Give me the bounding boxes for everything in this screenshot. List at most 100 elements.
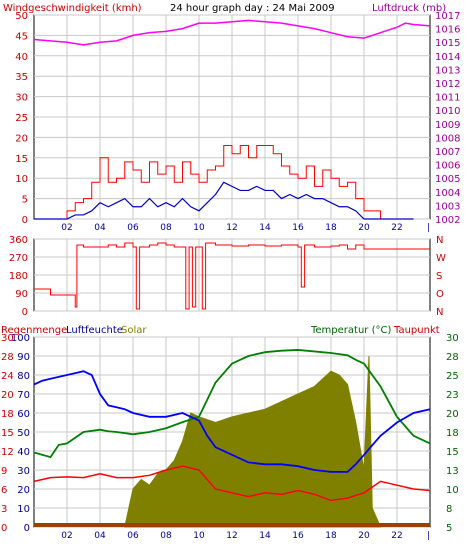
rain-tick-label: 18 [1, 409, 14, 420]
x-tick-label: 02 [61, 223, 72, 233]
direction-tick-label: 90 [15, 289, 28, 300]
x-tick-label: 12 [226, 531, 237, 541]
x-tick-label: 20 [358, 223, 370, 233]
temperature-tick-label: 23 [446, 390, 459, 401]
direction-tick-label: 180 [9, 271, 28, 282]
legend-dewpoint: Taupunkt [393, 325, 440, 336]
temperature-tick-label: 25 [446, 371, 459, 382]
temperature-line [33, 349, 431, 459]
x-tick-label: 20 [358, 531, 370, 541]
humidity-tick-label: 60 [17, 409, 30, 420]
pressure-tick-label: 1004 [435, 188, 460, 199]
x-tick-label: 14 [259, 223, 271, 233]
x-tick-label: 16 [292, 223, 304, 233]
pressure-line [33, 19, 431, 46]
pressure-tick-label: 1011 [435, 93, 460, 104]
temperature-tick-label: 5 [446, 523, 452, 534]
x-tick-end: | [427, 223, 430, 233]
wind-gust-line [34, 145, 414, 220]
pressure-tick-label: 1012 [435, 79, 460, 90]
legend-humidity: Luftfeuchte [66, 325, 123, 336]
direction-grid [34, 238, 430, 312]
compass-tick-label: N [436, 235, 443, 246]
temperature-tick-label: 28 [446, 352, 459, 363]
pressure-tick-label: 1007 [435, 147, 460, 158]
day-label: 24 hour graph day : 24 Mai 2009 [170, 3, 335, 14]
wind-direction-line [34, 242, 430, 310]
wind-tick-label: 35 [15, 72, 28, 83]
pressure-tick-label: 1010 [435, 106, 460, 117]
legend-temperature: Temperatur (°C) [310, 325, 391, 336]
temperature-tick-label: 10 [446, 485, 459, 496]
x-tick-label: 18 [325, 223, 337, 233]
rain-tick-label: 6 [1, 485, 7, 496]
legend-rain: Regenmenge [1, 325, 67, 336]
x-tick-label: 04 [94, 223, 106, 233]
wind-tick-label: 30 [15, 93, 28, 104]
rain-bar [34, 523, 430, 527]
temperature-tick-label: 30 [446, 333, 459, 344]
wind-tick-label: 15 [15, 154, 28, 165]
x-tick-label: 18 [325, 531, 337, 541]
x-tick-label: 16 [292, 531, 304, 541]
wind-tick-label: 0 [22, 215, 28, 226]
wind-average-line [34, 181, 414, 220]
rain-tick-label: 20 [1, 390, 14, 401]
wind-grid [34, 14, 430, 220]
humidity-tick-label: 70 [17, 390, 30, 401]
compass-tick-label: W [436, 253, 446, 264]
rain-tick-label: 15 [1, 428, 14, 439]
temperature-tick-label: 18 [446, 428, 459, 439]
wind-tick-label: 45 [15, 31, 28, 42]
temperature-tick-label: 20 [446, 409, 459, 420]
wind-tick-label: 40 [15, 52, 28, 63]
rain-tick-label: 30 [1, 333, 14, 344]
compass-tick-label: O [436, 289, 444, 300]
axis-labels: 02 04 06 08 10 12 14 16 18 20 22 |02 04 06 08 10 12 14 16 1… [1, 11, 460, 541]
temperature-tick-label: 8 [446, 504, 452, 515]
x-tick-end: | [427, 531, 430, 541]
pressure-tick-label: 1014 [435, 52, 460, 63]
compass-tick-label: S [436, 271, 442, 282]
x-tick-label: 22 [391, 223, 402, 233]
x-tick-label: 04 [94, 531, 106, 541]
rain-tick-label: 9 [1, 466, 7, 477]
humidity-tick-label: 40 [17, 447, 30, 458]
pressure-tick-label: 1006 [435, 161, 460, 172]
rain-tick-label: 28 [1, 352, 14, 363]
pressure-tick-label: 1013 [435, 65, 460, 76]
temperature-tick-label: 15 [446, 447, 459, 458]
wind-speed-label: Windgeschwindigkeit (kmh) [3, 3, 142, 14]
direction-tick-label: 0 [22, 307, 28, 318]
x-tick-label: 06 [127, 531, 139, 541]
humidity-series-group [33, 349, 431, 528]
x-tick-label: 14 [259, 531, 271, 541]
pressure-tick-label: 1009 [435, 120, 460, 131]
compass-tick-label: N [436, 307, 443, 318]
x-tick-label: 10 [193, 531, 205, 541]
wind-tick-label: 50 [15, 11, 28, 22]
humidity-tick-label: 90 [17, 352, 30, 363]
direction-tick-label: 270 [9, 253, 28, 264]
x-tick-label: 02 [61, 531, 72, 541]
pressure-tick-label: 1005 [435, 174, 460, 185]
humidity-tick-label: 30 [17, 466, 30, 477]
wind-tick-label: 10 [15, 174, 28, 185]
legend-solar: Solar [121, 325, 147, 336]
humidity-tick-label: 10 [17, 504, 30, 515]
humidity-tick-label: 80 [17, 371, 30, 382]
wind-tick-label: 20 [15, 133, 28, 144]
pressure-tick-label: 1002 [435, 215, 460, 226]
wind-tick-label: 25 [15, 113, 28, 124]
rain-tick-label: 12 [1, 447, 14, 458]
rain-tick-label: 3 [1, 504, 7, 515]
rain-tick-label: 0 [1, 523, 7, 534]
dewpoint-line [33, 465, 431, 502]
pressure-tick-label: 1017 [435, 11, 460, 22]
x-tick-label: 22 [391, 531, 402, 541]
humidity-tick-label: 100 [11, 333, 30, 344]
humidity-tick-label: 20 [17, 485, 30, 496]
x-tick-label: 10 [193, 223, 205, 233]
wind-tick-label: 5 [22, 195, 28, 206]
